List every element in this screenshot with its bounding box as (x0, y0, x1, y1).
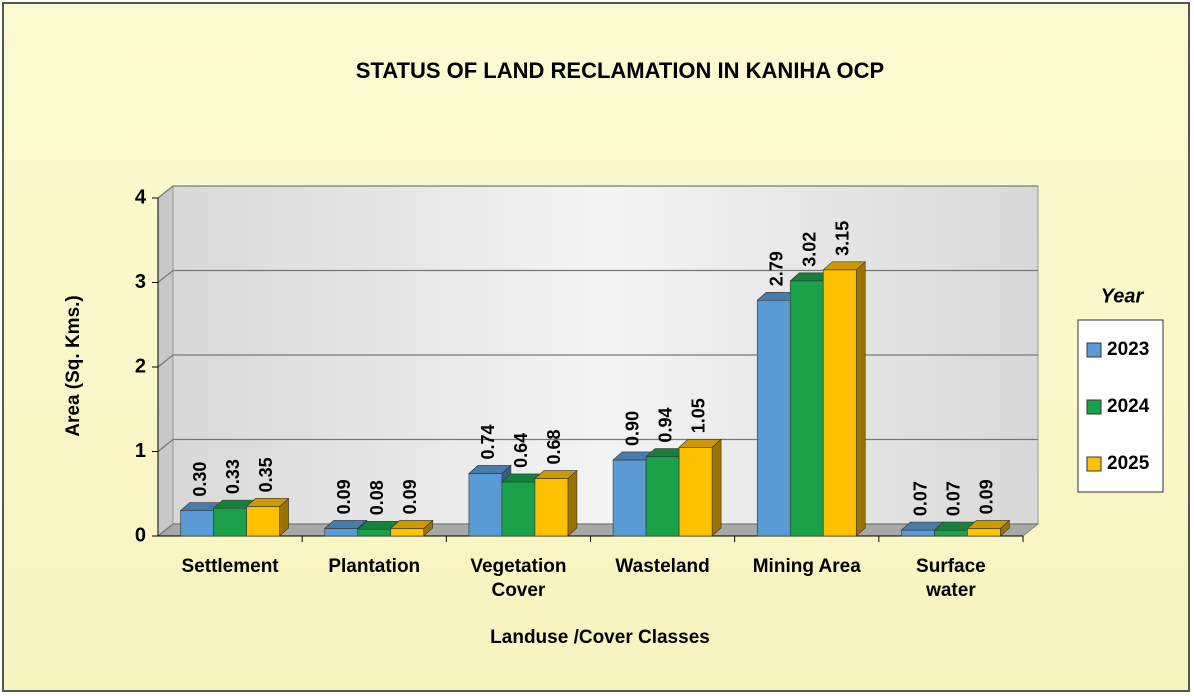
bar-front (357, 528, 392, 537)
bar-front (501, 481, 536, 537)
y-tick-label: 4 (135, 186, 147, 208)
bar-side (855, 261, 866, 537)
bar-front (180, 510, 214, 537)
grid-line (157, 185, 1038, 199)
y-tick-label: 3 (135, 271, 146, 293)
x-tick-label: Plantation (328, 556, 421, 577)
data-label: 0.90 (622, 411, 642, 446)
bar-front (901, 529, 935, 537)
data-label: 0.08 (367, 480, 387, 515)
bar (678, 438, 722, 537)
legend-swatch (1086, 456, 1102, 472)
bar-front (213, 507, 247, 537)
bar-front (934, 529, 968, 537)
bar-front (324, 528, 359, 537)
bar-front (612, 459, 647, 537)
data-label: 0.07 (911, 481, 931, 516)
legend-label: 2024 (1107, 396, 1150, 417)
bar (245, 497, 290, 537)
grid-line (157, 438, 1038, 452)
bar-top (389, 520, 434, 529)
data-label: 0.09 (400, 479, 420, 514)
legend-swatch (1086, 399, 1102, 415)
legend-label: 2023 (1107, 339, 1149, 360)
data-label: 1.05 (688, 398, 708, 433)
data-label: 0.09 (334, 479, 354, 514)
bar-side (711, 438, 722, 537)
bar-front (390, 528, 425, 537)
bar (966, 519, 1011, 537)
bar-front (822, 269, 857, 537)
bar-front (678, 446, 713, 537)
data-label: 0.94 (655, 408, 675, 443)
bar-top (534, 470, 578, 479)
bar-front (468, 473, 503, 537)
bar (389, 519, 434, 537)
bar-front (645, 456, 680, 537)
x-tick-label: Mining Area (752, 556, 861, 577)
x-tick-label: Settlement (181, 556, 279, 577)
data-label: 3.15 (833, 221, 853, 256)
bar-top (245, 498, 290, 507)
grid-line (157, 354, 1038, 368)
bar-top (822, 261, 867, 271)
bar-side (567, 469, 578, 537)
data-label: 0.35 (256, 457, 276, 492)
legend-title: Year (1101, 285, 1145, 307)
y-tick-label: 1 (135, 440, 146, 462)
data-label: 0.74 (478, 424, 498, 459)
data-label: 0.64 (511, 433, 531, 468)
bar-front (789, 280, 824, 537)
grid-line (157, 269, 1038, 283)
x-tick-label: Wasteland (615, 556, 710, 577)
y-axis-label: Area (Sq. Kms.) (63, 295, 84, 436)
bar-top (323, 520, 368, 529)
bar-top (966, 520, 1011, 529)
data-label: 0.07 (944, 481, 964, 516)
bar-front (756, 299, 791, 537)
y-tick-label: 0 (135, 524, 146, 546)
y-tick-label: 2 (135, 355, 146, 377)
bar-top (678, 438, 722, 448)
chart-title: STATUS OF LAND RECLAMATION IN KANIHA OCP (356, 58, 884, 83)
grid-line (157, 523, 1038, 537)
bar (822, 261, 867, 537)
bar-top (468, 465, 512, 474)
x-tick-label: Surface water (916, 556, 986, 601)
data-label: 2.79 (767, 251, 787, 286)
bar-front (534, 478, 569, 537)
data-label: 0.09 (977, 479, 997, 514)
x-tick-label: Vegetation Cover (470, 556, 567, 601)
legend-swatch (1086, 342, 1102, 358)
data-label: 3.02 (800, 232, 820, 267)
bar (534, 469, 578, 537)
x-axis-label: Landuse /Cover Classes (490, 627, 710, 648)
data-label: 0.33 (223, 459, 243, 494)
legend-label: 2025 (1107, 453, 1150, 474)
data-label: 0.30 (190, 462, 210, 497)
bar-front (967, 528, 1001, 537)
bar-front (246, 506, 280, 537)
data-label: 0.68 (544, 429, 564, 464)
